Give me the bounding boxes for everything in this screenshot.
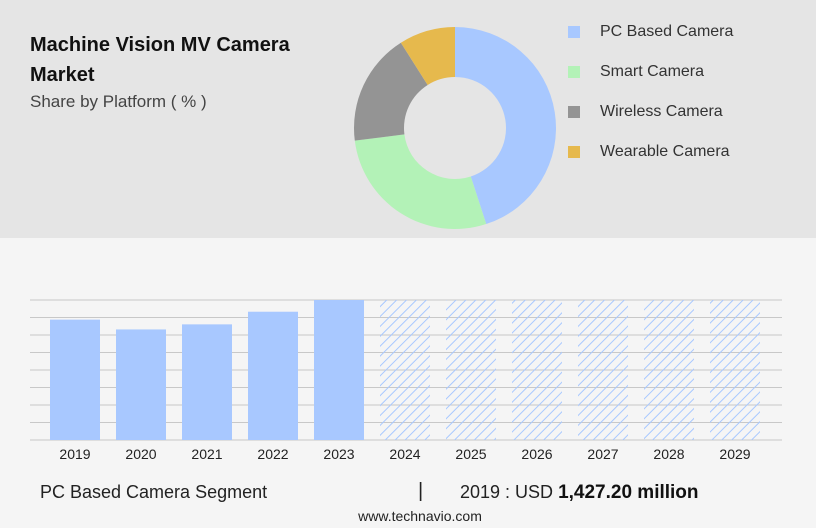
footer-segment-label: PC Based Camera Segment [40, 482, 268, 502]
legend-swatch [568, 26, 580, 38]
legend-item-wearable-camera: Wearable Camera [568, 132, 733, 172]
legend-swatch [568, 66, 580, 78]
bar-2021 [182, 324, 232, 440]
forecast-bar-2029 [710, 300, 760, 440]
x-tick-label: 2026 [521, 446, 552, 462]
x-tick-label: 2029 [719, 446, 750, 462]
legend-item-pc-based-camera: PC Based Camera [568, 12, 733, 52]
forecast-bar-2024 [380, 300, 430, 440]
donut-slice-wearable-camera [400, 27, 455, 85]
legend-label: Smart Camera [600, 63, 705, 80]
x-tick-label: 2028 [653, 446, 684, 462]
donut-slice-pc-based-camera [455, 27, 556, 225]
legend-item-wireless-camera: Wireless Camera [568, 92, 733, 132]
bar-2022 [248, 311, 298, 440]
forecast-bar-2027 [578, 300, 628, 440]
bar-chart: 2019 2020 2021 2022 2023 2024 2025 2026 2027 2028… [30, 299, 782, 462]
x-tick-label: 2019 [59, 446, 90, 462]
forecast-bar-2026 [512, 300, 562, 440]
x-tick-label: 2021 [191, 446, 222, 462]
bar-2020 [116, 329, 166, 440]
legend-swatch [568, 146, 580, 158]
x-tick-label: 2025 [455, 446, 486, 462]
forecast-bar-2025 [446, 300, 496, 440]
donut-chart [354, 27, 556, 229]
legend-label: Wireless Camera [600, 103, 723, 120]
footer-value-amount: 1,427.20 million [558, 482, 699, 503]
x-tick-label: 2022 [257, 446, 288, 462]
donut-slice-wireless-camera [354, 42, 428, 141]
footer-separator: | [418, 480, 424, 502]
bar-2023 [314, 300, 364, 440]
legend-swatch [568, 106, 580, 118]
source-link[interactable]: www.technavio.com [358, 508, 482, 524]
x-tick-label: 2020 [125, 446, 156, 462]
x-axis-ticks: 2019 2020 2021 2022 2023 2024 2025 2026 2027 2028… [59, 446, 750, 462]
legend-label: PC Based Camera [600, 23, 734, 40]
x-tick-label: 2023 [323, 446, 354, 462]
bars [50, 300, 760, 440]
legend: PC Based Camera Smart Camera Wireless Ca… [568, 12, 733, 172]
legend-item-smart-camera: Smart Camera [568, 52, 733, 92]
footer-value: 2019 : USD 1,427.20 million [460, 482, 699, 504]
forecast-bar-2028 [644, 300, 694, 440]
donut-slice-smart-camera [354, 134, 487, 229]
chart-subtitle: Share by Platform ( % ) [30, 92, 207, 111]
legend-label: Wearable Camera [600, 143, 730, 160]
x-tick-label: 2027 [587, 446, 618, 462]
bar-2019 [50, 319, 100, 440]
footer-value-prefix: 2019 : USD [460, 482, 559, 502]
x-tick-label: 2024 [389, 446, 420, 462]
chart-title: Machine Vision MV Camera Market [30, 34, 290, 86]
